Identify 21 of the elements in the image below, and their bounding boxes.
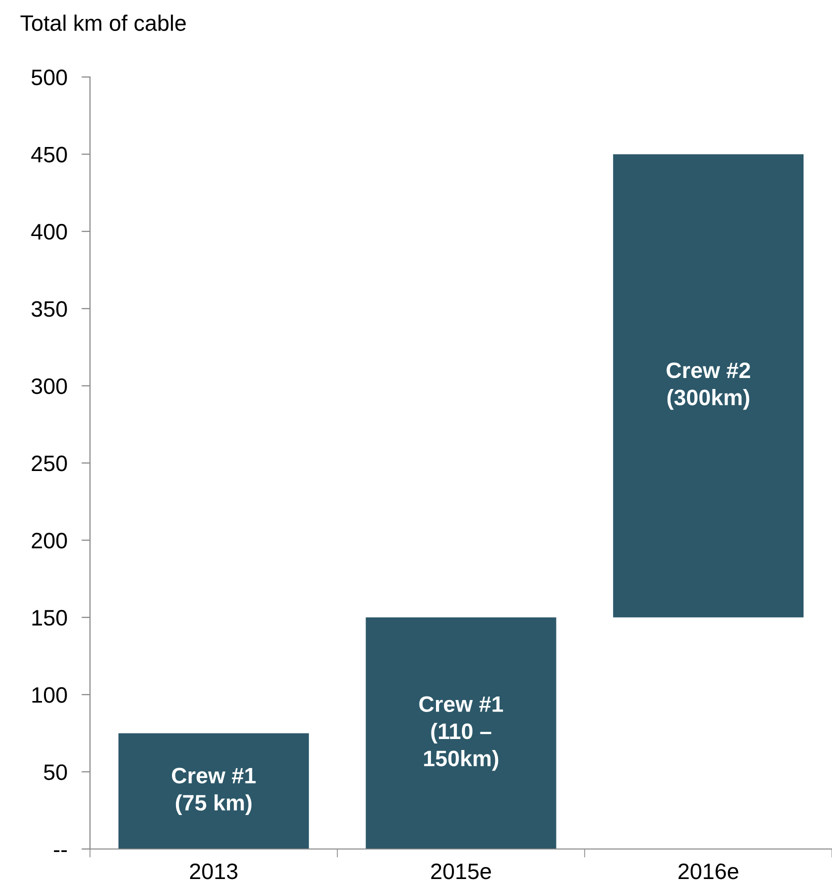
bar	[118, 733, 309, 849]
y-tick-label: 300	[32, 378, 67, 394]
data-label: Crew #1 (75 km)	[172, 768, 256, 816]
data-label: Crew #2 (300km)	[666, 362, 750, 410]
y-tick-label: 100	[32, 687, 67, 703]
bar	[366, 617, 556, 849]
y-tick-label: 150	[32, 610, 67, 626]
data-label: Crew #1 (110 – 150km)	[419, 696, 503, 771]
y-axis-title: Total km of cable	[20, 14, 186, 31]
y-tick-label: 50	[44, 764, 67, 780]
y-tick-label: 450	[31, 146, 67, 162]
x-tick-label: 2015e	[431, 863, 491, 880]
y-tick-label: 400	[31, 224, 67, 240]
x-tick-label: 2013	[190, 863, 238, 880]
y-tick-label: --	[54, 850, 67, 852]
y-tick-label: 350	[32, 301, 67, 317]
y-tick-label: 250	[32, 456, 67, 472]
y-tick-label: 500	[32, 70, 67, 86]
x-tick-label: 2016e	[678, 863, 738, 880]
y-tick-label: 200	[32, 532, 67, 548]
bar	[613, 154, 804, 618]
